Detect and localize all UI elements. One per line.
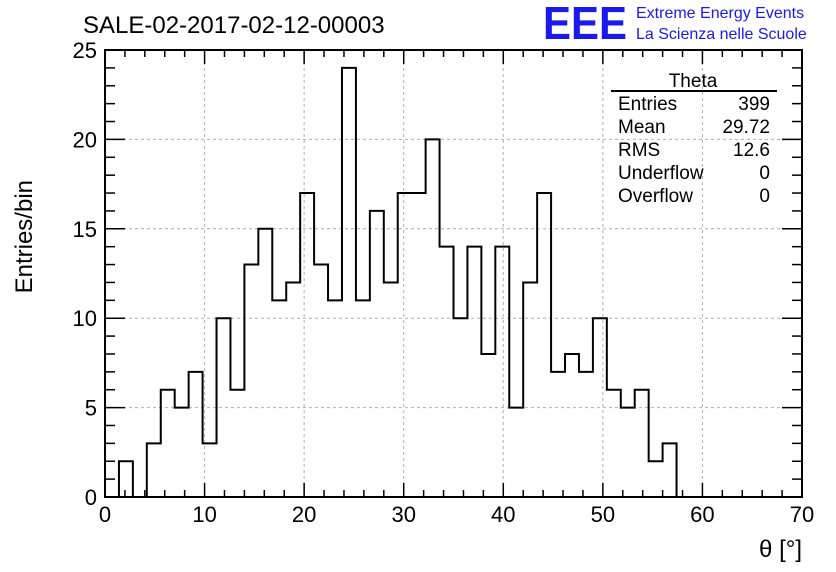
histogram-bin: [649, 461, 663, 497]
plot-frame: [104, 49, 803, 498]
y-tick-label: 10: [73, 306, 97, 331]
histogram-bin: [579, 372, 593, 497]
grid: [105, 50, 802, 497]
x-tick-label: 60: [690, 502, 714, 527]
x-tick-label: 10: [192, 502, 216, 527]
stats-box: Theta Entries 399 Mean 29.72 RMS 12.6 Underflo…: [611, 71, 777, 207]
histogram-bin: [384, 282, 398, 497]
stats-value: 12.6: [733, 140, 770, 161]
histogram-bin: [370, 211, 384, 497]
x-tick-labels: 0 10 20 30 40 50 60 70: [99, 502, 814, 527]
stats-label: Entries: [618, 94, 677, 115]
x-tick-label: 20: [292, 502, 316, 527]
y-tick-label: 25: [73, 38, 97, 63]
histogram-bin: [300, 193, 314, 497]
histogram-bin: [189, 372, 203, 497]
histogram-bin: [481, 354, 495, 497]
histogram-bin: [328, 300, 342, 497]
x-tick-label: 30: [391, 502, 415, 527]
y-axis-title: Entries/bin: [11, 180, 38, 293]
y-tick-label: 20: [73, 127, 97, 152]
histogram-bin: [217, 318, 231, 497]
histogram-bin: [454, 318, 468, 497]
stats-label: RMS: [618, 140, 660, 161]
histogram-bin: [161, 390, 175, 497]
x-tick-label: 40: [491, 502, 515, 527]
histogram-bin: [412, 193, 426, 497]
x-tick-label: 0: [99, 502, 111, 527]
histogram-bin: [551, 372, 565, 497]
histogram-bin: [119, 461, 133, 497]
histogram-bin: [537, 193, 551, 497]
histogram-bin: [495, 247, 509, 497]
histogram-bin: [230, 390, 244, 497]
chart-title: SALE-02-2017-02-12-00003: [83, 12, 385, 39]
stats-value: 0: [759, 186, 770, 207]
histogram-bin: [607, 390, 621, 497]
histogram-bin: [342, 68, 356, 497]
axes: [104, 49, 803, 498]
histogram-bin: [244, 265, 258, 497]
histogram-bin: [356, 300, 370, 497]
x-tick-label: 50: [591, 502, 615, 527]
stats-title: Theta: [669, 71, 718, 92]
stats-rows: Entries 399 Mean 29.72 RMS 12.6 Underflow 0 Over…: [618, 94, 770, 207]
histogram-bin: [398, 193, 412, 497]
histogram-bin: [635, 390, 649, 497]
logo-mark: EEE: [543, 0, 627, 49]
histogram-bin: [509, 408, 523, 497]
histogram-bin: [565, 354, 579, 497]
y-tick-label: 0: [85, 485, 97, 510]
histogram-bin: [286, 282, 300, 497]
histogram-bars: [117, 66, 678, 498]
histogram-bin: [175, 408, 189, 497]
y-tick-labels: 0 5 10 15 20 25: [73, 38, 97, 510]
histogram-bin: [593, 318, 607, 497]
histogram-bin: [663, 443, 677, 497]
histogram-bin: [258, 229, 272, 497]
x-axis-title: θ [°]: [759, 536, 802, 563]
histogram-bin: [314, 265, 328, 497]
histogram-bin: [621, 408, 635, 497]
stats-label: Overflow: [618, 186, 693, 207]
logo-line2: La Scienza nelle Scuole: [636, 26, 807, 43]
stats-value: 399: [738, 94, 770, 115]
y-tick-label: 5: [85, 396, 97, 421]
stats-label: Underflow: [618, 163, 704, 184]
stats-value: 29.72: [722, 117, 770, 138]
histogram-bin: [440, 247, 454, 497]
y-tick-label: 15: [73, 217, 97, 242]
x-tick-label: 70: [790, 502, 814, 527]
histogram-bin: [467, 247, 481, 497]
eee-logo: EEE Extreme Energy Events La Scienza nel…: [543, 0, 807, 49]
histogram-outline: [117, 66, 678, 498]
logo-line1: Extreme Energy Events: [636, 5, 804, 22]
stats-label: Mean: [618, 117, 666, 138]
histogram-bin: [272, 300, 286, 497]
stats-value: 0: [759, 163, 770, 184]
histogram-bin: [523, 282, 537, 497]
histogram-bin: [426, 139, 440, 497]
histogram-bin: [147, 443, 161, 497]
